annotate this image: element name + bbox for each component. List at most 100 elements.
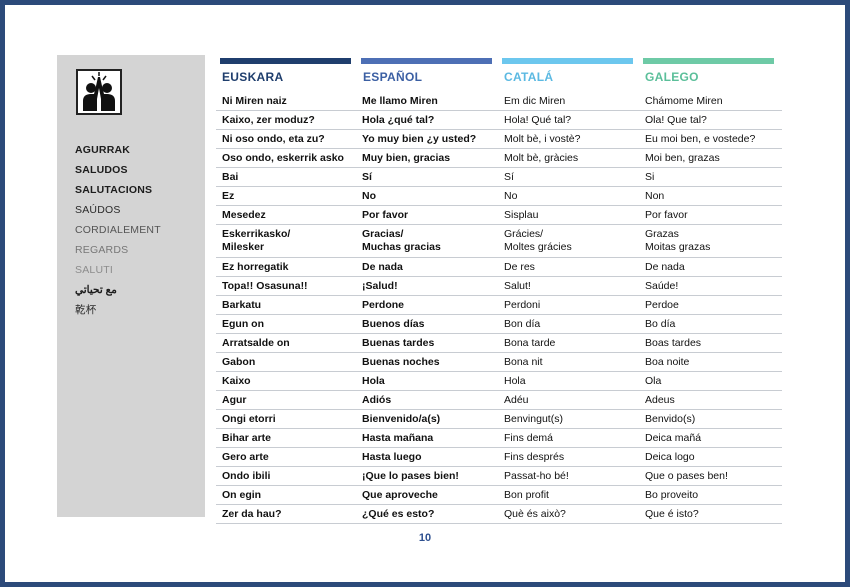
greeting-arabic: مع تحياتي	[75, 284, 117, 296]
cell-euskara: Ez horregatik	[222, 260, 289, 273]
sidebar: AGURRAK SALUDOS SALUTACIONS SAÚDOS CORDI…	[57, 55, 205, 517]
cell-espanol: Buenas tardes	[362, 336, 435, 349]
cell-galego: Ola! Que tal?	[645, 113, 707, 126]
table-row: Ni Miren naiz Me llamo Miren Em dic Miren C…	[216, 92, 782, 111]
cell-galego: Perdoe	[645, 298, 679, 311]
cell-catala: Què és això?	[504, 507, 566, 520]
column-header-euskara: EUSKARA	[222, 70, 284, 84]
table-row: Kaixo Hola Hola Ola	[216, 372, 782, 391]
cell-galego: Non	[645, 189, 665, 202]
cell-catala: Grácies/ Moltes grácies	[504, 228, 572, 253]
cell-catala: De res	[504, 260, 535, 273]
cell-espanol: Sí	[362, 170, 372, 183]
cell-euskara: Ez	[222, 189, 235, 202]
cell-espanol: Hola	[362, 374, 385, 387]
cell-espanol: Por favor	[362, 208, 409, 221]
cell-catala: Adéu	[504, 393, 529, 406]
cell-euskara: Gero arte	[222, 450, 269, 463]
cell-galego: Bo día	[645, 317, 676, 330]
cell-galego: Que o pases ben!	[645, 469, 728, 482]
cell-galego: Bo proveito	[645, 488, 699, 501]
greeting-english: REGARDS	[75, 244, 129, 256]
greeting-galician: SAÚDOS	[75, 204, 121, 216]
cell-galego: De nada	[645, 260, 685, 273]
cell-espanol: ¡Que lo pases bien!	[362, 469, 459, 482]
cell-galego: Benvido(s)	[645, 412, 696, 425]
cell-galego: Por favor	[645, 208, 688, 221]
table-row: Topa!! Osasuna!! ¡Salud! Salut! Saúde!	[216, 277, 782, 296]
cell-euskara: Ni Miren naiz	[222, 94, 287, 107]
greeting-basque: AGURRAK	[75, 144, 131, 156]
cell-euskara: Mesedez	[222, 208, 266, 221]
cell-espanol: No	[362, 189, 376, 202]
table-row: On egin Que aproveche Bon profit Bo proveit…	[216, 486, 782, 505]
table-row: Ni oso ondo, eta zu? Yo muy bien ¿y usted…	[216, 130, 782, 149]
table-row: Agur Adiós Adéu Adeus	[216, 391, 782, 410]
cell-galego: Chámome Miren	[645, 94, 723, 107]
page-number: 10	[418, 532, 432, 544]
greeting-chinese: 乾杯	[75, 304, 97, 316]
cell-espanol: Buenas noches	[362, 355, 440, 368]
cell-catala: Fins demá	[504, 431, 554, 444]
cell-catala: Em dic Miren	[504, 94, 566, 107]
table-row: Arratsalde on Buenas tardes Bona tarde Boas…	[216, 334, 782, 353]
column-header-espanol: ESPAÑOL	[363, 70, 423, 84]
cell-galego: Saúde!	[645, 279, 679, 292]
cell-catala: Molt bè, i vostè?	[504, 132, 581, 145]
table-row: Ez No No Non	[216, 187, 782, 206]
table-row: Eskerrikasko/ Milesker Gracias/ Muchas gr…	[216, 225, 782, 258]
cell-galego: Deica mañá	[645, 431, 702, 444]
cell-galego: Ola	[645, 374, 662, 387]
table-row: Bai Sí Sí Si	[216, 168, 782, 187]
cell-catala: Sí	[504, 170, 514, 183]
cell-galego: Si	[645, 170, 655, 183]
greeting-italian: SALUTI	[75, 264, 113, 276]
cell-espanol: Gracias/ Muchas gracias	[362, 228, 441, 253]
table-row: Gabon Buenas noches Bona nit Boa noite	[216, 353, 782, 372]
column-bar-espanol	[361, 58, 492, 64]
cell-espanol: Hasta mañana	[362, 431, 434, 444]
cell-espanol: Hasta luego	[362, 450, 422, 463]
cell-euskara: Ni oso ondo, eta zu?	[222, 132, 325, 145]
table-row: Ongi etorri Bienvenido/a(s) Benvingut(s) Be…	[216, 410, 782, 429]
table-row: Oso ondo, eskerrik asko Muy bien, gracias…	[216, 149, 782, 168]
cell-catala: No	[504, 189, 518, 202]
cell-catala: Benvingut(s)	[504, 412, 563, 425]
cell-euskara: Egun on	[222, 317, 264, 330]
table-row: Barkatu Perdone Perdoni Perdoe	[216, 296, 782, 315]
cell-galego: Grazas Moitas grazas	[645, 228, 711, 253]
cell-galego: Boa noite	[645, 355, 690, 368]
cell-galego: Deica logo	[645, 450, 695, 463]
column-bar-euskara	[220, 58, 351, 64]
cell-galego: Moi ben, grazas	[645, 151, 720, 164]
cell-espanol: Bienvenido/a(s)	[362, 412, 441, 425]
cell-espanol: Perdone	[362, 298, 405, 311]
greeting-spanish: SALUDOS	[75, 164, 128, 176]
cell-euskara: Agur	[222, 393, 247, 406]
cell-euskara: Ongi etorri	[222, 412, 276, 425]
cell-catala: Perdoni	[504, 298, 541, 311]
table-row: Ondo ibili ¡Que lo pases bien! Passat-ho b…	[216, 467, 782, 486]
cell-euskara: Barkatu	[222, 298, 262, 311]
cell-galego: Que é isto?	[645, 507, 699, 520]
cell-espanol: ¿Qué es esto?	[362, 507, 435, 520]
cell-espanol: Muy bien, gracias	[362, 151, 451, 164]
cell-espanol: Hola ¿qué tal?	[362, 113, 435, 126]
cell-catala: Bona nit	[504, 355, 543, 368]
cell-euskara: Bai	[222, 170, 239, 183]
cell-catala: Fins després	[504, 450, 565, 463]
table-row: Zer da hau? ¿Qué es esto? Què és això? Que …	[216, 505, 782, 524]
cell-euskara: On egin	[222, 488, 262, 501]
column-header-galego: GALEGO	[645, 70, 699, 84]
cell-espanol: ¡Salud!	[362, 279, 398, 292]
cell-espanol: Buenos días	[362, 317, 425, 330]
cell-catala: Bona tarde	[504, 336, 556, 349]
table-row: Gero arte Hasta luego Fins després Deica lo…	[216, 448, 782, 467]
column-header-catala: CATALÁ	[504, 70, 554, 84]
column-bar-catala	[502, 58, 633, 64]
greeting-french-cordialement: CORDIALEMENT	[75, 224, 161, 236]
column-bar-galego	[643, 58, 774, 64]
cell-espanol: Que aproveche	[362, 488, 438, 501]
cell-euskara: Oso ondo, eskerrik asko	[222, 151, 344, 164]
table-row: Ez horregatik De nada De res De nada	[216, 258, 782, 277]
